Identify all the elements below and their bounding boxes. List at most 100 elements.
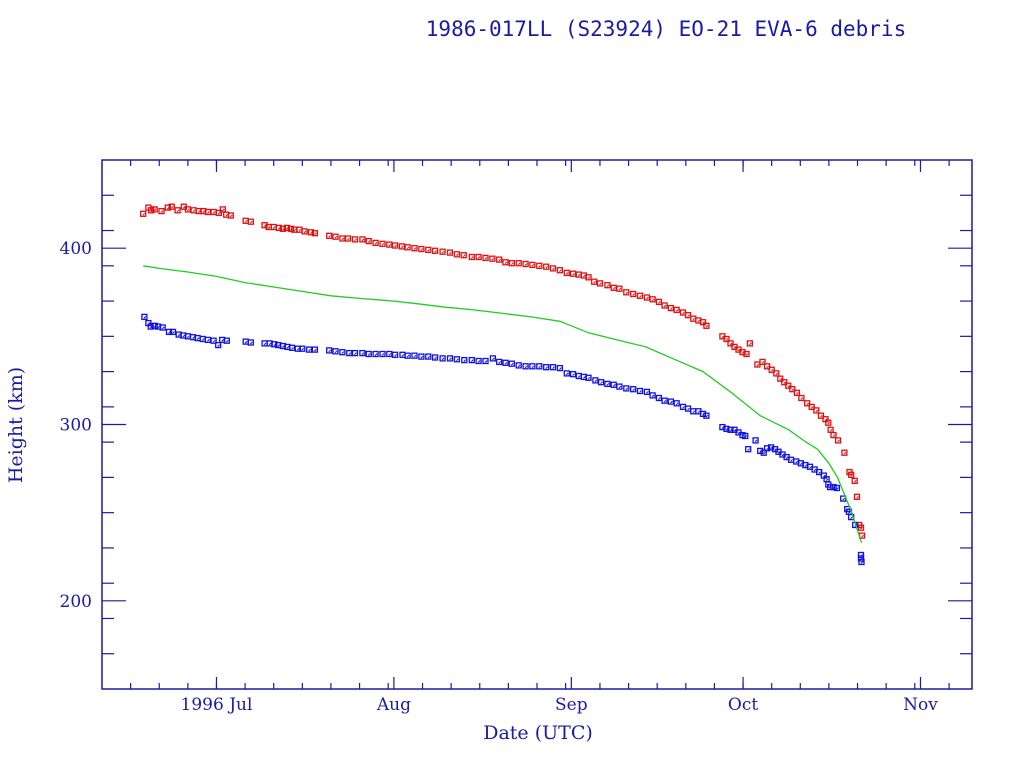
apogee-point (344, 235, 352, 242)
plot-frame (101, 159, 973, 690)
perigee-point (404, 352, 411, 359)
apogee-point (699, 319, 707, 326)
apogee-point-mark (217, 212, 221, 215)
perigee-point-mark (559, 367, 562, 370)
apogee-point-mark (670, 307, 673, 310)
perigee-point (630, 386, 637, 393)
perigee-point (502, 359, 509, 366)
apogee-point-mark (639, 294, 642, 298)
perigee-point-mark (420, 355, 424, 359)
perigee-point-mark (524, 365, 528, 369)
perigee-point (597, 379, 605, 386)
perigee-point-mark (848, 510, 851, 514)
perigee-point (247, 339, 254, 346)
apogee-point (158, 207, 165, 215)
perigee-point-mark (809, 465, 812, 469)
apogee-point-mark (504, 261, 508, 265)
apogee-point-mark (381, 242, 385, 246)
apogee-point-mark (675, 309, 679, 312)
perigee-point-mark (663, 399, 667, 403)
apogee-point (502, 259, 509, 266)
apogee-point (332, 233, 339, 240)
perigee-point-mark (427, 355, 431, 359)
perigee-point (379, 350, 386, 358)
perigee-point (563, 370, 570, 377)
apogee-point-mark (192, 209, 196, 213)
perigee-point (332, 348, 339, 355)
perigee-point (719, 423, 726, 431)
perigee-point (649, 392, 656, 399)
apogee-point (496, 256, 503, 263)
perigee-point-mark (484, 360, 488, 363)
apogee-point-mark (187, 208, 190, 212)
apogee-point (853, 493, 861, 500)
apogee-point-mark (531, 264, 535, 267)
perigee-point-mark (470, 359, 474, 362)
apogee-point (446, 249, 454, 256)
apogee-point (210, 208, 217, 216)
perigee-point (372, 350, 379, 358)
apogee-point (283, 224, 291, 232)
series-perigee (141, 313, 865, 566)
perigee-point (326, 347, 333, 354)
perigee-point (311, 346, 319, 353)
apogee-point (168, 203, 175, 210)
perigee-point (159, 324, 166, 331)
perigee-point-mark (201, 338, 205, 341)
perigee-point (858, 558, 865, 566)
perigee-point-mark (187, 335, 190, 339)
apogee-point (482, 254, 489, 262)
apogee-point (215, 209, 222, 217)
apogee-point (508, 260, 515, 267)
apogee-point-mark (697, 319, 701, 323)
apogee-point (563, 269, 570, 277)
series-apogee (140, 203, 866, 539)
apogee-point-mark (427, 249, 431, 252)
apogee-point-mark (806, 402, 810, 406)
apogee-point (242, 217, 249, 224)
apogee-point (585, 274, 592, 281)
apogee-point (351, 236, 359, 243)
perigee-point (857, 551, 865, 559)
x-tick-label: Sep (555, 695, 588, 715)
apogee-point-mark (810, 406, 814, 409)
apogee-point (841, 449, 848, 456)
apogee-point (777, 375, 784, 382)
apogee-point-mark (861, 534, 864, 538)
apogee-point (372, 239, 379, 247)
apogee-point (793, 389, 801, 396)
apogee-point (768, 366, 775, 373)
apogee-point-mark (632, 293, 636, 296)
perigee-point-mark (314, 348, 317, 352)
perigee-point-mark (441, 357, 445, 361)
perigee-point (585, 374, 592, 381)
apogee-point (763, 363, 771, 370)
apogee-point (339, 235, 346, 242)
apogee-point (174, 207, 181, 214)
apogee-point-mark (272, 226, 276, 229)
perigee-point-mark (388, 353, 392, 356)
apogee-point (813, 407, 820, 414)
perigee-point (215, 341, 222, 349)
perigee-point (306, 346, 313, 353)
apogee-point-mark (212, 211, 216, 214)
perigee-point (816, 468, 823, 476)
perigee-point-mark (406, 354, 410, 358)
perigee-point (151, 322, 158, 329)
apogee-point (140, 210, 147, 217)
y-tick-label: 200 (60, 592, 92, 612)
perigee-point-mark (804, 464, 808, 467)
apogee-point (746, 340, 754, 347)
apogee-point-mark (775, 372, 779, 376)
apogee-point (204, 208, 212, 216)
apogee-point (773, 370, 780, 377)
perigee-point-mark (517, 364, 521, 368)
apogee-point (418, 245, 425, 253)
apogee-point (279, 225, 287, 232)
apogee-point-mark (860, 526, 863, 530)
perigee-point-mark (747, 448, 751, 452)
perigee-point-mark (658, 397, 661, 400)
perigee-point (386, 350, 393, 358)
perigee-point (610, 381, 617, 388)
perigee-point-mark (498, 361, 502, 364)
